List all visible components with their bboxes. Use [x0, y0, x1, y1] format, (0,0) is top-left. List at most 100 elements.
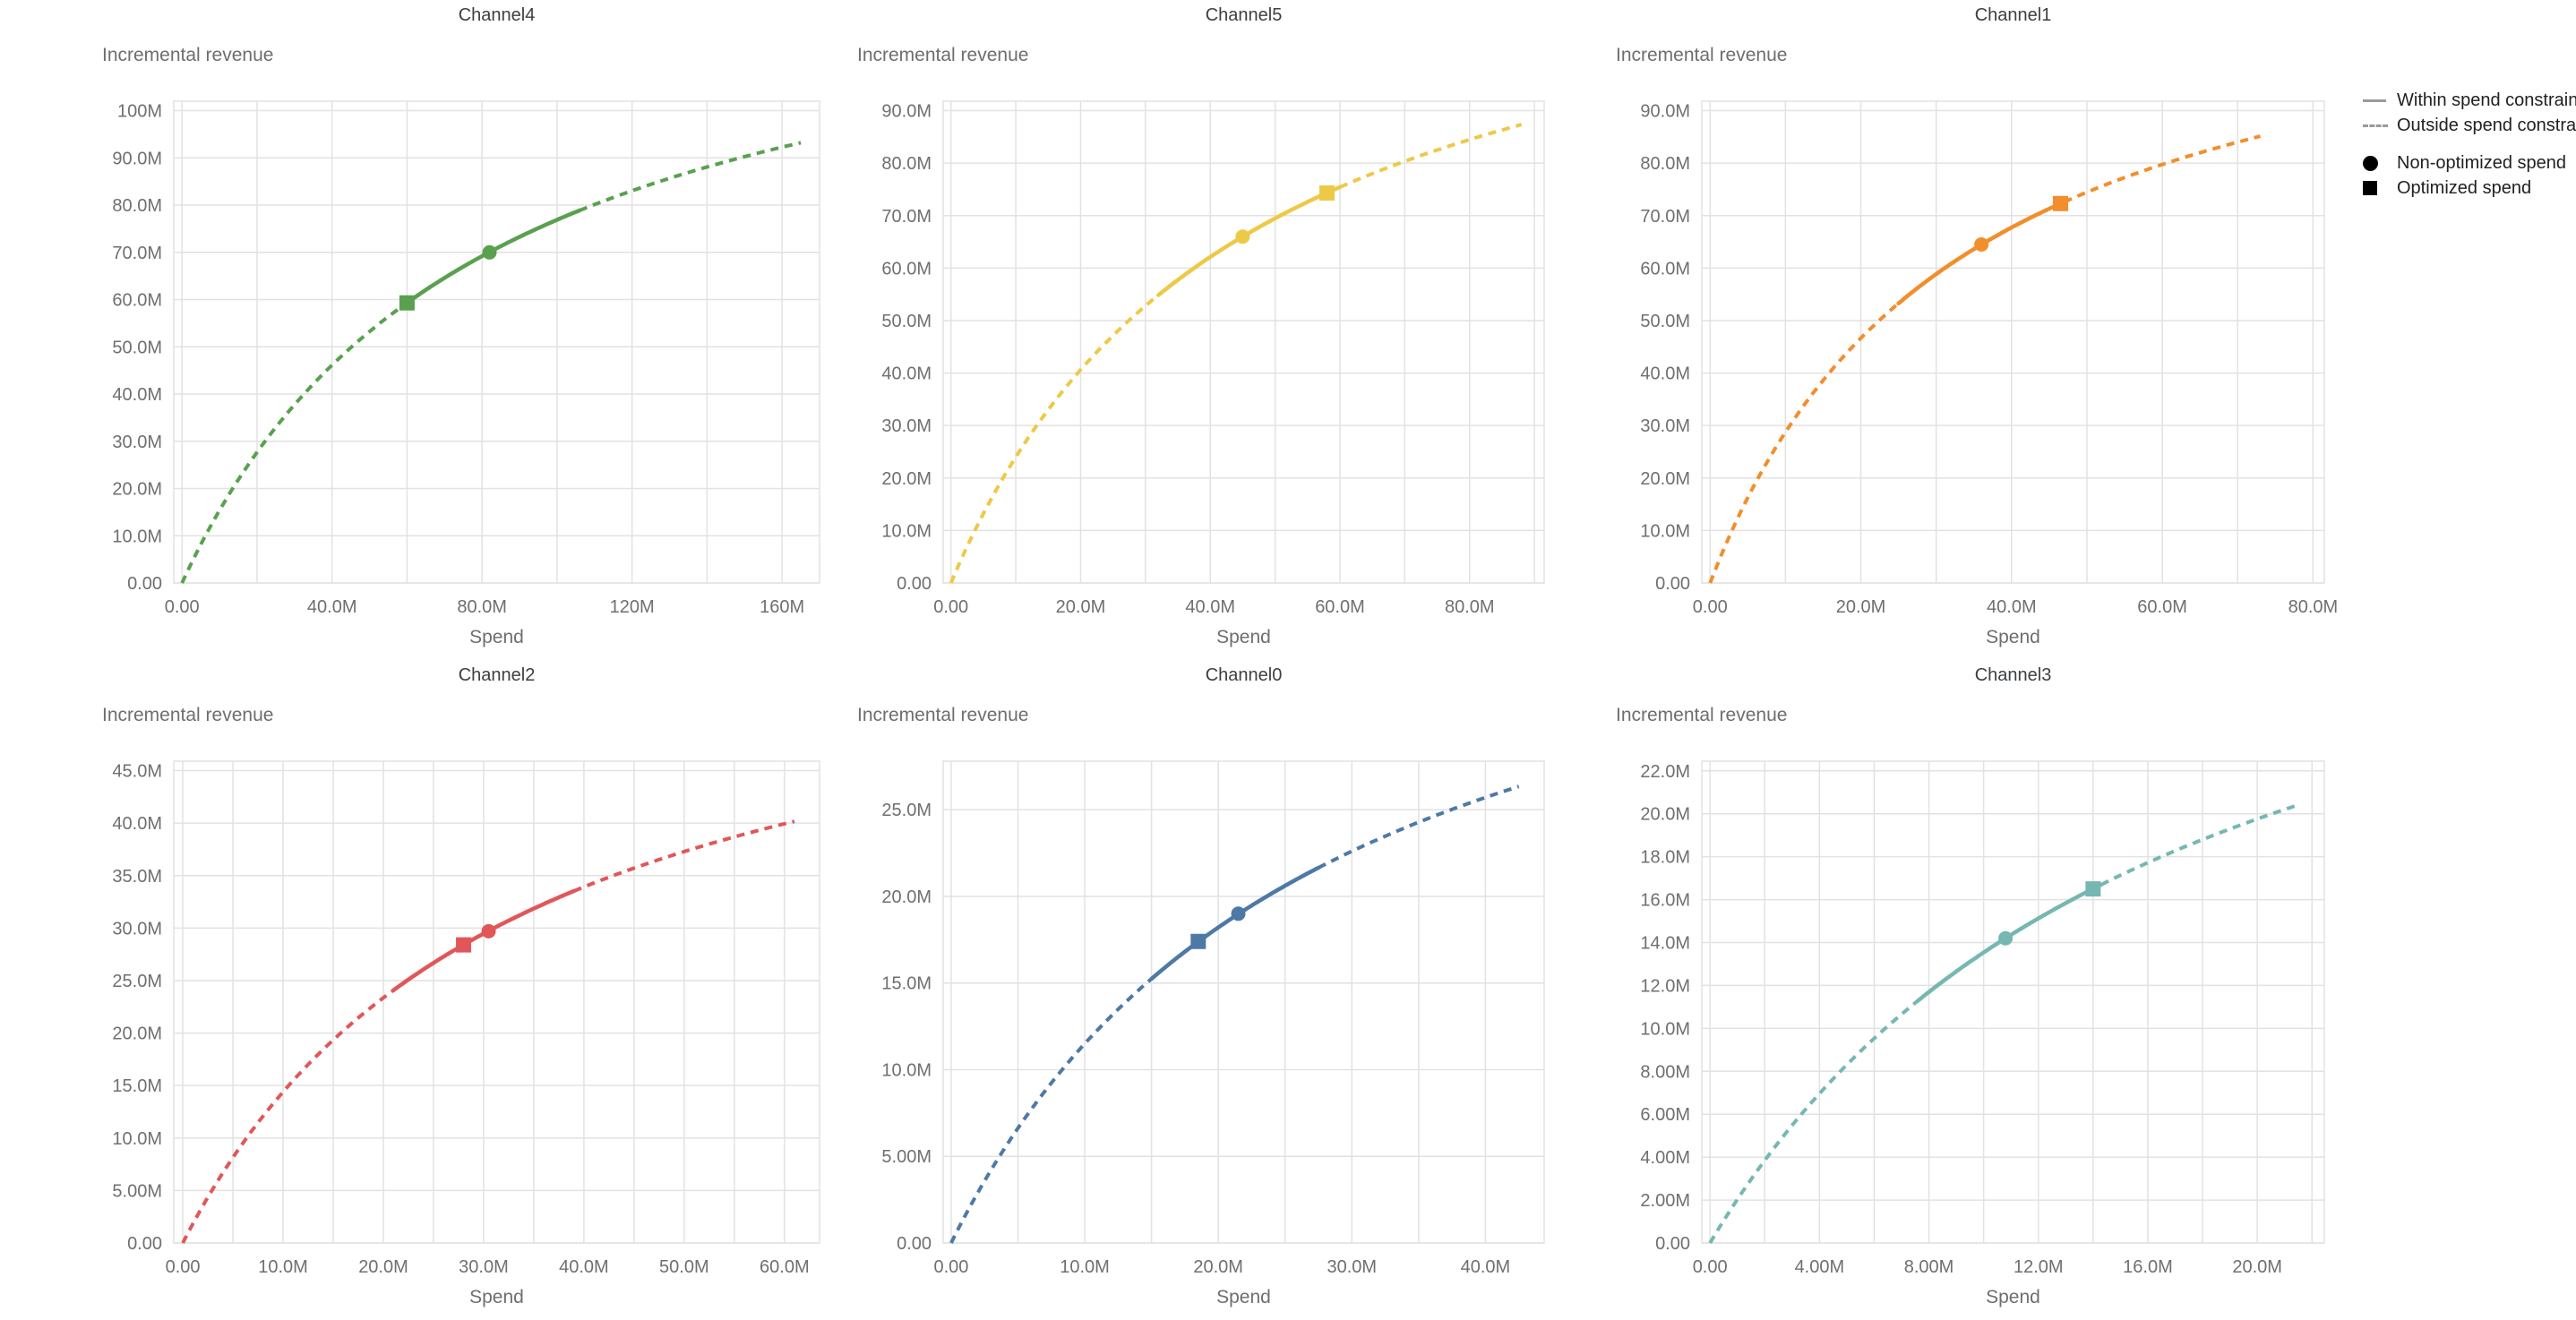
svg-text:50.0M: 50.0M [112, 338, 162, 357]
svg-text:45.0M: 45.0M [112, 762, 162, 782]
optimized-spend-marker [2085, 881, 2101, 897]
solid-line-swatch-icon [2363, 99, 2393, 102]
y-axis-title: Incremental revenue [857, 45, 1029, 65]
svg-text:8.00M: 8.00M [1904, 1257, 1954, 1277]
non-optimized-spend-marker [1235, 229, 1250, 244]
svg-text:20.0M: 20.0M [1640, 469, 1690, 489]
svg-text:70.0M: 70.0M [1640, 207, 1690, 227]
svg-text:18.0M: 18.0M [1640, 848, 1690, 868]
non-optimized-spend-marker [481, 923, 496, 939]
svg-text:30.0M: 30.0M [459, 1257, 509, 1277]
svg-text:40.0M: 40.0M [1461, 1257, 1511, 1277]
svg-text:160M: 160M [760, 597, 804, 617]
svg-text:50.0M: 50.0M [881, 312, 932, 331]
y-axis-title: Incremental revenue [102, 705, 274, 725]
svg-text:80.0M: 80.0M [2288, 597, 2339, 617]
svg-text:60.0M: 60.0M [760, 1257, 810, 1277]
svg-text:40.0M: 40.0M [559, 1257, 609, 1277]
svg-text:40.0M: 40.0M [881, 364, 932, 384]
svg-text:0.00: 0.00 [1693, 1257, 1728, 1277]
x-axis-title: Spend [1216, 1287, 1271, 1307]
svg-text:80.0M: 80.0M [1640, 154, 1690, 174]
chart-channel3: 0.00 2.00M 4.00M 6.00M 8.00M 10.0M 12.0M 14.0M 1… [1640, 760, 2325, 1277]
gridlines [942, 100, 1545, 584]
y-tick-labels: 0.00 5.00M 10.0M 15.0M 20.0M 25.0M 30.0M 35.0M 4… [112, 762, 162, 1254]
non-optimized-spend-marker [1231, 906, 1246, 921]
svg-text:10.0M: 10.0M [258, 1257, 308, 1277]
y-axis-title: Incremental revenue [102, 45, 274, 65]
svg-text:50.0M: 50.0M [659, 1257, 709, 1277]
svg-text:20.0M: 20.0M [1640, 805, 1690, 825]
curve-within-constraint [1149, 865, 1321, 981]
svg-text:30.0M: 30.0M [1327, 1257, 1377, 1277]
svg-text:0.00: 0.00 [933, 597, 968, 617]
svg-text:0.00: 0.00 [127, 574, 162, 594]
gridlines [1701, 760, 2325, 1244]
svg-text:6.00M: 6.00M [1640, 1105, 1690, 1125]
svg-text:60.0M: 60.0M [881, 259, 932, 279]
x-axis-title: Spend [1216, 627, 1271, 647]
y-tick-labels: 0.00 10.0M 20.0M 30.0M 40.0M 50.0M 60.0M 70.0M 8… [1640, 102, 1690, 594]
svg-text:5.00M: 5.00M [112, 1181, 162, 1201]
svg-text:80.0M: 80.0M [457, 597, 507, 617]
curve-outside-constraint [2063, 134, 2261, 204]
svg-text:20.0M: 20.0M [1056, 597, 1106, 617]
svg-text:12.0M: 12.0M [2014, 1257, 2064, 1277]
legend-item-label: Non-optimized spend [2397, 152, 2566, 173]
svg-text:0.00: 0.00 [897, 1234, 932, 1254]
svg-text:20.0M: 20.0M [112, 480, 162, 500]
gridlines [173, 760, 820, 1244]
legend-item-within-spend-constraint: Within spend constraint [2363, 88, 2576, 113]
svg-text:0.00: 0.00 [1693, 597, 1728, 617]
x-axis-title: Spend [469, 627, 524, 647]
svg-text:30.0M: 30.0M [1640, 416, 1690, 436]
curve-outside-constraint [1708, 999, 1919, 1245]
svg-text:8.00M: 8.00M [1640, 1062, 1690, 1082]
chart-channel5: 0.00 10.0M 20.0M 30.0M 40.0M 50.0M 60.0M 70.0M 8… [881, 100, 1545, 617]
svg-text:0.00: 0.00 [165, 597, 200, 617]
svg-text:20.0M: 20.0M [1193, 1257, 1243, 1277]
optimized-spend-marker [456, 937, 472, 953]
svg-text:16.0M: 16.0M [2123, 1257, 2173, 1277]
curve-outside-constraint [579, 141, 802, 212]
x-tick-labels: 0.00 4.00M 8.00M 12.0M 16.0M 20.0M [1693, 1257, 2282, 1277]
svg-text:40.0M: 40.0M [112, 385, 162, 405]
y-tick-labels: 0.00 2.00M 4.00M 6.00M 8.00M 10.0M 12.0M 14.0M 1… [1640, 762, 1690, 1254]
legend-item-optimized-spend: Optimized spend [2363, 176, 2576, 201]
x-tick-labels: 0.00 20.0M 40.0M 60.0M 80.0M [933, 597, 1494, 617]
svg-text:90.0M: 90.0M [112, 149, 162, 168]
chart-channel2: 0.00 5.00M 10.0M 15.0M 20.0M 25.0M 30.0M 35.0M 4… [112, 760, 820, 1277]
y-tick-labels: 0.00 5.00M 10.0M 15.0M 20.0M 25.0M [881, 801, 932, 1254]
y-axis-title: Incremental revenue [1616, 705, 1788, 725]
svg-text:40.0M: 40.0M [1987, 597, 2037, 617]
svg-text:25.0M: 25.0M [881, 801, 932, 820]
dashed-line-swatch-icon [2363, 124, 2393, 127]
svg-text:30.0M: 30.0M [112, 919, 162, 939]
svg-text:15.0M: 15.0M [881, 974, 932, 994]
curve-outside-constraint [2100, 802, 2299, 887]
curve-within-constraint [1896, 200, 2066, 306]
chart-title: Channel0 [1205, 665, 1283, 685]
svg-text:80.0M: 80.0M [881, 154, 932, 174]
legend-item-outside-spend-constraint: Outside spend constraint [2363, 113, 2576, 138]
svg-text:10.0M: 10.0M [1060, 1257, 1110, 1277]
chart-title: Channel4 [458, 5, 536, 25]
svg-text:30.0M: 30.0M [112, 433, 162, 452]
svg-text:35.0M: 35.0M [112, 867, 162, 887]
svg-text:120M: 120M [610, 597, 655, 617]
x-tick-labels: 0.00 10.0M 20.0M 30.0M 40.0M 50.0M 60.0M [166, 1257, 810, 1277]
gridlines [173, 100, 820, 584]
curve-outside-constraint [1339, 123, 1523, 189]
svg-text:0.00: 0.00 [897, 574, 932, 594]
svg-text:22.0M: 22.0M [1640, 762, 1690, 782]
svg-text:70.0M: 70.0M [881, 207, 932, 227]
svg-text:10.0M: 10.0M [112, 1129, 162, 1149]
non-optimized-spend-marker [1998, 930, 2014, 946]
optimized-spend-marker [1319, 185, 1335, 201]
svg-text:100M: 100M [117, 102, 162, 122]
svg-text:60.0M: 60.0M [112, 291, 162, 311]
svg-text:10.0M: 10.0M [1640, 521, 1690, 541]
svg-text:90.0M: 90.0M [881, 102, 932, 122]
chart-channel4: 0.00 10.0M 20.0M 30.0M 40.0M 50.0M 60.0M 70.0M 8… [112, 100, 820, 617]
